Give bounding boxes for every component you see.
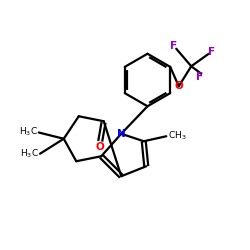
Text: H$_3$C: H$_3$C <box>18 126 38 138</box>
Text: F: F <box>170 41 177 51</box>
Text: N: N <box>117 129 126 139</box>
Text: CH$_3$: CH$_3$ <box>168 130 186 142</box>
Text: H$_3$C: H$_3$C <box>20 148 39 160</box>
Text: O: O <box>174 81 183 91</box>
Text: F: F <box>196 72 203 83</box>
Text: F: F <box>208 47 215 57</box>
Text: O: O <box>96 142 104 152</box>
